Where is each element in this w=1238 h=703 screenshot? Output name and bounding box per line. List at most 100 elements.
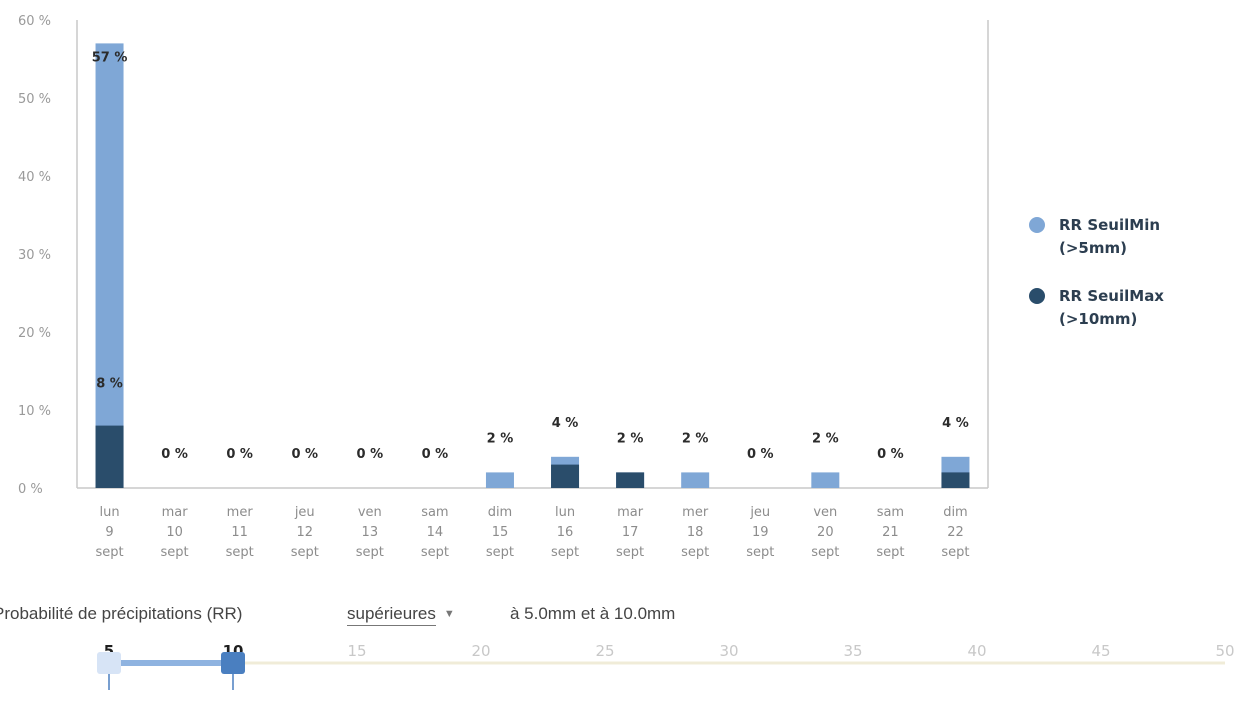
x-tick-label: sept (876, 545, 904, 560)
x-tick-label: sept (681, 545, 709, 560)
bar-seuilmin (485, 472, 514, 488)
data-label: 0 % (226, 447, 253, 462)
y-tick-label: 30 % (18, 248, 51, 263)
bar-seuilmax (95, 425, 124, 488)
slider-tick-label: 20 (471, 642, 490, 660)
x-tick-label: lun (555, 505, 575, 520)
legend[interactable]: RR SeuilMin (>5mm) RR SeuilMax (>10mm) (1029, 216, 1164, 328)
x-tick-label: 18 (687, 525, 704, 540)
data-label: 4 % (942, 416, 969, 431)
slider-tick-label: 30 (719, 642, 738, 660)
slider-ticks: 5 10 15 20 25 30 35 40 45 50 (104, 642, 1235, 660)
x-tick-label: jeu (294, 505, 315, 520)
x-tick-label: 10 (166, 525, 183, 540)
y-tick-label: 10 % (18, 404, 51, 419)
x-tick-label: sept (421, 545, 449, 560)
x-tick-label: 19 (752, 525, 769, 540)
data-label: 2 % (682, 431, 709, 446)
x-tick-label: sept (95, 545, 123, 560)
x-tick-label: sept (291, 545, 319, 560)
slider-tick-label: 15 (347, 642, 366, 660)
legend-marker[interactable] (1029, 288, 1045, 304)
legend-marker[interactable] (1029, 217, 1045, 233)
x-tick-label: sept (616, 545, 644, 560)
slider-handle-low[interactable] (97, 652, 121, 674)
data-label: 0 % (161, 447, 188, 462)
chevron-down-icon: ▼ (443, 608, 455, 620)
slider-tick-label: 35 (843, 642, 862, 660)
slider-tick-label: 5 (104, 642, 114, 660)
x-tick-label: 11 (231, 525, 248, 540)
bar-seuilmax (941, 472, 970, 488)
x-tick-label: jeu (749, 505, 770, 520)
controls-prefix: Probabilité de précipitations (RR) (0, 604, 243, 623)
data-label: 0 % (877, 447, 904, 462)
x-tick-label: sept (161, 545, 189, 560)
x-tick-label: 20 (817, 525, 834, 540)
bar-seuilmin (95, 43, 124, 489)
data-label: 57 % (92, 50, 128, 65)
bar-seuilmin (681, 472, 710, 488)
x-tick-label: sept (226, 545, 254, 560)
data-label: 2 % (812, 431, 839, 446)
x-tick-label: sept (746, 545, 774, 560)
x-tick-label: ven (813, 505, 837, 520)
data-label: 2 % (487, 431, 514, 446)
y-tick-label: 40 % (18, 170, 51, 185)
y-axis: 0 % 10 % 20 % 30 % 40 % 50 % 60 % (18, 14, 51, 497)
x-tick-label: 13 (362, 525, 379, 540)
slider-handle-high[interactable] (221, 652, 245, 674)
x-tick-label: sept (551, 545, 579, 560)
precipitation-controls: Probabilité de précipitations (RR) supér… (0, 600, 1238, 630)
data-label: 0 % (422, 447, 449, 462)
x-tick-label: 16 (557, 525, 574, 540)
precipitation-chart: 0 %10 %20 %30 %40 %50 %60 % 57 %0 % 0 % 0 … (18, 14, 1164, 560)
x-tick-label: sam (877, 505, 904, 520)
bars (95, 43, 970, 489)
bar-seuilmax (551, 464, 580, 488)
slider-tick-label: 25 (595, 642, 614, 660)
x-tick-label: 22 (947, 525, 964, 540)
data-label: 4 % (552, 416, 579, 431)
x-tick-label: dim (488, 505, 513, 520)
legend-label[interactable]: RR SeuilMin (1059, 216, 1160, 234)
x-tick-label: sept (811, 545, 839, 560)
data-label-seuilmax: 8 % (96, 377, 123, 392)
x-tick-label: sept (941, 545, 969, 560)
legend-label[interactable]: (>5mm) (1059, 239, 1127, 257)
data-label: 0 % (747, 447, 774, 462)
x-tick-label: dim (943, 505, 968, 520)
x-axis: lun 9 sept mar 10 sept mer 11 sept jeu 12 sept ven 13… (95, 505, 969, 560)
legend-label[interactable]: RR SeuilMax (1059, 287, 1164, 305)
x-tick-label: 15 (492, 525, 509, 540)
y-tick-label: 60 % (18, 14, 51, 29)
y-tick-label: 20 % (18, 326, 51, 341)
y-tick-label: 0 % (18, 482, 43, 497)
threshold-select-value: supérieures (347, 604, 436, 623)
x-tick-label: lun (99, 505, 119, 520)
threshold-select[interactable]: supérieures ▼ (347, 604, 455, 626)
plot-frame (76, 20, 989, 489)
data-label: 0 % (357, 447, 384, 462)
bar-seuilmax (616, 472, 645, 488)
x-tick-label: ven (358, 505, 382, 520)
x-tick-label: sam (421, 505, 448, 520)
y-tick-label: 50 % (18, 92, 51, 107)
bar-seuilmin (811, 472, 840, 488)
x-tick-label: mer (227, 505, 254, 520)
slider-tick-label: 50 (1215, 642, 1234, 660)
x-tick-label: mer (682, 505, 709, 520)
legend-label[interactable]: (>10mm) (1059, 310, 1137, 328)
x-tick-label: 21 (882, 525, 899, 540)
x-tick-label: sept (356, 545, 384, 560)
range-slider[interactable]: 5 10 15 20 25 30 35 40 45 50 (0, 630, 1238, 703)
data-label: 0 % (291, 447, 318, 462)
data-label: 2 % (617, 431, 644, 446)
x-tick-label: 9 (105, 525, 113, 540)
x-tick-label: 17 (622, 525, 639, 540)
data-labels: 57 % 0 % 0 % 0 % 0 % 0 % 2 % 4 % 2 % 2 % 0 % 2 % 0 %… (92, 50, 969, 462)
slider-track[interactable] (97, 652, 1225, 690)
x-tick-label: 14 (427, 525, 444, 540)
x-tick-label: mar (162, 505, 189, 520)
x-tick-label: 12 (296, 525, 313, 540)
